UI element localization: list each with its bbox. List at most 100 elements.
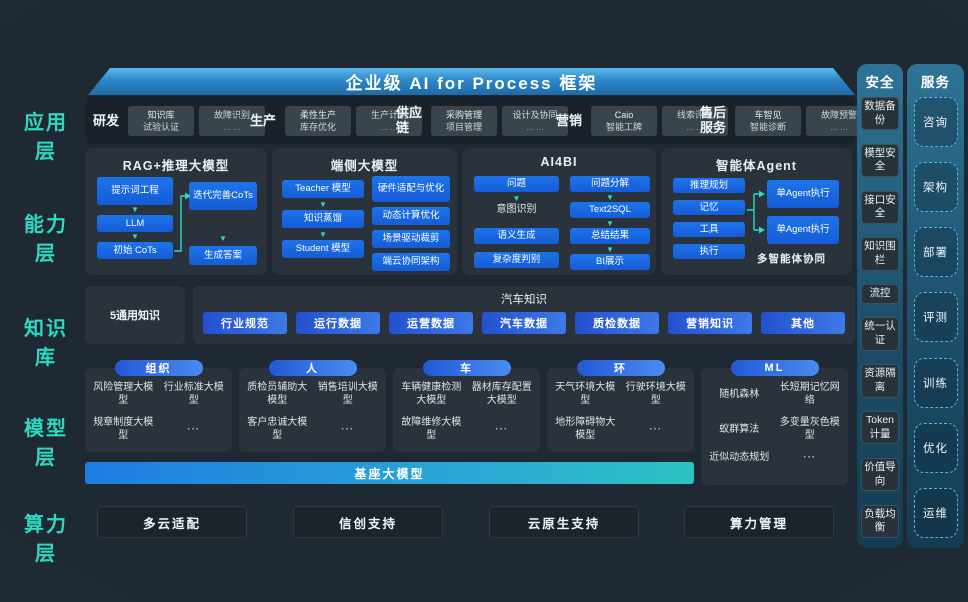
model-grid: 随机森林 长短期记忆网络 蚁群算法 多变量灰色模型 近似动态规划 ···	[705, 381, 844, 464]
service-items: 咨询 架构 部署 评测 训练 优化 运维	[910, 97, 961, 538]
chip-line: 试验认证	[142, 122, 179, 132]
flow-box: 单Agent执行	[767, 216, 839, 244]
compute-box-multicloud: 多云适配	[97, 506, 247, 538]
app-chip: 生产计划 ... ...	[356, 105, 422, 137]
model-item: 行业标准大模型	[163, 382, 224, 406]
security-item: 资源隔离	[861, 364, 899, 398]
app-group-rd: 研发 知识库 试验认证 故障识别 ... ...	[93, 100, 265, 142]
panel-agent: 智能体Agent 推理规划 记忆 工具 执行 单Agent执行 单Agent执行…	[661, 148, 852, 275]
app-group-marketing: 营销 Caio 智能工牌 线索评级 ... ...	[556, 100, 728, 142]
flow-box: 动态计算优化	[372, 207, 450, 225]
knowledge-chip: 营销知识	[668, 312, 752, 334]
flow-box: 执行	[673, 244, 745, 259]
arrow-down-icon: ▼	[512, 194, 521, 203]
layer-label-knowledge: 知识库	[24, 318, 68, 369]
model-item: ···	[341, 423, 355, 435]
flow-box: 提示词工程	[97, 177, 173, 205]
app-chip: 设计及协同 ... ...	[502, 105, 568, 137]
security-item: 接口安全	[861, 190, 899, 224]
model-item: ···	[495, 423, 509, 435]
model-group-environment: 环 天气环境大模型 行驶环境大模型 地形障碍物大模型 ···	[547, 360, 694, 452]
layer-label-model: 模型层	[24, 418, 68, 469]
model-group-pill: 人	[268, 360, 357, 376]
model-item: 销售培训大模型	[317, 382, 378, 406]
flow-box: 初始 CoTs	[97, 242, 173, 259]
security-item: 数据备份	[861, 97, 899, 131]
flow-box: 工具	[673, 222, 745, 237]
service-item: 训练	[913, 357, 958, 408]
model-item: 近似动态规划	[709, 452, 770, 463]
app-group-label: 营销	[556, 112, 583, 128]
model-group-pill: 车	[422, 360, 511, 376]
model-grid: 风险管理大模型 行业标准大模型 规章制度大模型 ···	[89, 381, 228, 442]
flow-box: 问题	[474, 176, 559, 192]
app-chip: 车智见 智能诊断	[735, 105, 801, 137]
flow-box: 复杂度判别	[474, 252, 559, 268]
knowledge-chip: 运营数据	[389, 312, 473, 334]
model-group-pill: 环	[576, 360, 665, 376]
security-item: 流控	[861, 284, 899, 304]
flow-box: 端云协同架构	[372, 253, 450, 271]
flow-box: 硬件适配与优化	[372, 176, 450, 202]
app-chip: Caio 智能工牌	[591, 105, 657, 137]
general-knowledge-box: 5通用知识	[85, 286, 185, 344]
model-item: 器材库存配置大模型	[471, 382, 532, 406]
chip-line: 柔性生产	[299, 109, 336, 120]
model-group-vehicle: 车 车辆健康检测大模型 器材库存配置大模型 故障维修大模型 ···	[393, 360, 540, 452]
chip-line: ... ...	[686, 122, 704, 132]
service-item: 咨询	[913, 97, 958, 147]
model-group-ml: ML 随机森林 长短期记忆网络 蚁群算法 多变量灰色模型 近似动态规划 ···	[701, 360, 848, 485]
flow-box: 场景驱动裁剪	[372, 230, 450, 248]
knowledge-chip: 其他	[761, 312, 845, 334]
model-grid: 质检员辅助大模型 销售培训大模型 客户忠诚大模型 ···	[243, 381, 382, 442]
app-group-supply-chain: 供应链 采购管理 项目管理 设计及协同 ... ...	[396, 100, 568, 142]
model-item: 蚁群算法	[719, 423, 760, 435]
panel-title: 智能体Agent	[716, 159, 797, 173]
rag-right-flow: 迭代完善CoTs ▼ 生成答案	[189, 182, 257, 265]
model-item: 长短期记忆网络	[779, 382, 840, 406]
flow-box: 问题分解	[570, 176, 650, 192]
knowledge-panel-title: 汽车知识	[501, 294, 547, 306]
flow-box: 知识蒸馏	[282, 210, 364, 228]
flow-box: 迭代完善CoTs	[189, 182, 257, 210]
panel-ai4bi: AI4BI 问题 ▼ 意图识别 语义生成 复杂度判别 问题分解 ▼ Text2S…	[462, 148, 656, 275]
chip-line: 智能工牌	[605, 122, 642, 132]
flow-box: Student 模型	[282, 240, 364, 258]
chip-line: ... ...	[380, 122, 398, 132]
agent-right-list: 单Agent执行 单Agent执行	[767, 180, 839, 244]
app-chip: 采购管理 项目管理	[431, 105, 497, 137]
flow-box: 生成答案	[189, 246, 257, 265]
layer-label-capability: 能力层	[24, 214, 68, 265]
model-item: 质检员辅助大模型	[247, 382, 308, 406]
arrow-down-icon: ▼	[319, 230, 327, 239]
model-group-people: 人 质检员辅助大模型 销售培训大模型 客户忠诚大模型 ···	[239, 360, 386, 452]
banner: 企业级 AI for Process 框架	[88, 68, 855, 95]
panel-title: RAG+推理大模型	[122, 159, 230, 173]
compute-box-cloudnative: 云原生支持	[489, 506, 639, 538]
knowledge-chip: 行业规范	[203, 312, 287, 334]
flow-box: 语义生成	[474, 228, 559, 244]
panel-title: 端侧大模型	[330, 159, 399, 173]
panel-edge-model: 端侧大模型 Teacher 模型 ▼ 知识蒸馏 ▼ Student 模型 硬件适…	[272, 148, 457, 275]
arrow-down-icon: ▼	[131, 232, 139, 241]
edge-left-flow: Teacher 模型 ▼ 知识蒸馏 ▼ Student 模型	[282, 180, 364, 258]
app-group-label: 供应链	[396, 105, 423, 135]
ai4bi-left-flow: 问题 ▼ 意图识别 语义生成 复杂度判别	[474, 176, 559, 268]
security-column-title: 安全	[865, 75, 895, 90]
model-item: ···	[187, 423, 201, 435]
security-item: 负载均衡	[861, 504, 899, 538]
chip-line: 故障预警	[820, 109, 857, 120]
security-item: 知识围栏	[861, 237, 899, 271]
app-chip: 柔性生产 库存优化	[285, 105, 351, 137]
panel-title: AI4BI	[540, 155, 578, 169]
model-item: 地形障碍物大模型	[555, 417, 616, 441]
service-item: 架构	[913, 162, 958, 213]
model-grid: 车辆健康检测大模型 器材库存配置大模型 故障维修大模型 ···	[397, 381, 536, 442]
service-item: 优化	[913, 422, 958, 473]
chip-line: 库存优化	[299, 122, 336, 132]
app-group-production: 生产 柔性生产 库存优化 生产计划 ... ...	[250, 100, 422, 142]
chip-line: 知识库	[147, 109, 175, 120]
model-grid: 天气环境大模型 行驶环境大模型 地形障碍物大模型 ···	[551, 381, 690, 442]
app-chip: 故障识别 ... ...	[199, 105, 265, 137]
